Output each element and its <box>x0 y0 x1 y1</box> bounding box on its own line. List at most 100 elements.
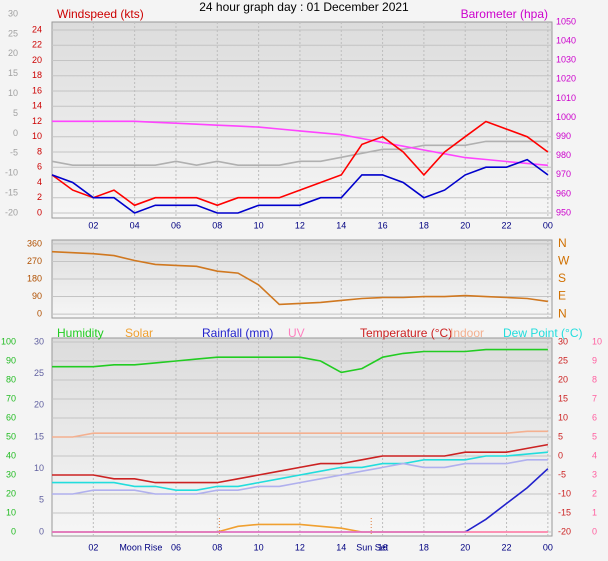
y3-tick-label: -15 <box>5 187 18 197</box>
annotation: Sun Set <box>356 542 389 552</box>
legend-entry: Temperature (°C) <box>360 326 452 340</box>
series-line <box>52 451 548 492</box>
y-tick-label: 60 <box>6 412 16 422</box>
y2-tick-label: 0 <box>558 450 563 460</box>
y4-tick-label: 5 <box>592 431 597 441</box>
y-tick-label: 18 <box>32 70 42 80</box>
y-tick-label: 24 <box>32 24 42 34</box>
y-tick-label: 4 <box>37 177 42 187</box>
x-tick-label: 06 <box>171 542 181 552</box>
y4-tick-label: 9 <box>592 355 597 365</box>
y3-tick-label: -20 <box>5 207 18 217</box>
y2-tick-label: 1050 <box>556 16 576 26</box>
series-line <box>52 348 548 374</box>
x-tick-label: 12 <box>295 220 305 230</box>
series-line <box>52 443 549 484</box>
y-tick-label: 20 <box>6 488 16 498</box>
x-tick-label: 22 <box>502 220 512 230</box>
y-tick-label: 50 <box>6 431 16 441</box>
y4-tick-label: 8 <box>592 374 597 384</box>
y2-tick-label: 990 <box>556 131 571 141</box>
y2-tick-label: -10 <box>558 488 571 498</box>
y4-tick-label: 6 <box>592 412 597 422</box>
y2-tick-label: 10 <box>558 412 568 422</box>
y-tick-label: 90 <box>6 355 16 365</box>
y-tick-label: 10 <box>32 131 42 141</box>
y4-tick-label: 10 <box>592 336 602 346</box>
y-tick-label: 40 <box>6 450 16 460</box>
y2-tick-label: 1010 <box>556 93 576 103</box>
y2-tick-label: W <box>558 254 570 268</box>
legend-entry: Humidity <box>57 326 104 340</box>
y-axis-label: Windspeed (kts) <box>57 7 144 21</box>
y3-tick-label: -10 <box>5 168 18 178</box>
y4-tick-label: 3 <box>592 469 597 479</box>
series-line <box>52 458 548 495</box>
x-tick-label: 14 <box>336 220 346 230</box>
x-tick-label: 00 <box>543 220 553 230</box>
legend-entry: Dew Point (°C) <box>503 326 582 340</box>
y-tick-label: 6 <box>37 162 42 172</box>
y3-tick-label: -5 <box>10 148 18 158</box>
y-tick-label: 180 <box>27 273 42 283</box>
y-tick-label: 16 <box>32 85 42 95</box>
y-tick-label: 70 <box>6 393 16 403</box>
y2-tick-label: 15 <box>558 393 568 403</box>
y3-tick-label: 15 <box>34 431 44 441</box>
legend-entry: UV <box>288 326 305 340</box>
x-tick-label: 22 <box>502 542 512 552</box>
x-tick-label: 20 <box>460 542 470 552</box>
y2-tick-label: 30 <box>558 336 568 346</box>
y3-tick-label: 0 <box>39 526 44 536</box>
y-tick-label: 90 <box>32 291 42 301</box>
y3-tick-label: 30 <box>8 8 18 18</box>
y4-tick-label: 1 <box>592 507 597 517</box>
y2-tick-label: 25 <box>558 355 568 365</box>
x-tick-label: 18 <box>419 220 429 230</box>
y2-tick-label: 5 <box>558 431 563 441</box>
y2-tick-label: E <box>558 289 566 303</box>
plot-area <box>51 21 553 219</box>
y3-tick-label: 20 <box>8 48 18 58</box>
series-line <box>51 158 549 214</box>
y3-tick-label: 25 <box>34 368 44 378</box>
x-tick-label: 12 <box>295 542 305 552</box>
x-tick-label: 00 <box>543 542 553 552</box>
y2-tick-label: 1030 <box>556 55 576 65</box>
y4-tick-label: 4 <box>592 450 597 460</box>
y2-tick-label: -15 <box>558 507 571 517</box>
y2-tick-label: 20 <box>558 374 568 384</box>
series-line <box>51 250 549 306</box>
x-tick-label: 08 <box>212 542 222 552</box>
y-tick-label: 14 <box>32 101 42 111</box>
y2-tick-label: S <box>558 271 566 285</box>
series-line <box>51 140 548 167</box>
y3-tick-label: 10 <box>34 463 44 473</box>
x-tick-label: 14 <box>336 542 346 552</box>
y-tick-label: 0 <box>37 308 42 318</box>
y2-tick-label: 950 <box>556 207 571 217</box>
y-tick-label: 30 <box>6 469 16 479</box>
y2-tick-label: 1040 <box>556 35 576 45</box>
y2-tick-label: -20 <box>558 526 571 536</box>
chart-title: 24 hour graph day : 01 December 2021 <box>199 0 409 14</box>
y2-tick-label: 980 <box>556 150 571 160</box>
y3-tick-label: 5 <box>13 108 18 118</box>
y3-tick-label: 5 <box>39 495 44 505</box>
annotation: Moon Rise <box>119 542 162 552</box>
x-tick-label: 10 <box>254 542 264 552</box>
y-tick-label: 8 <box>37 146 42 156</box>
y-tick-label: 2 <box>37 192 42 202</box>
series-line <box>51 120 549 207</box>
y-tick-label: 12 <box>32 116 42 126</box>
x-tick-label: 02 <box>88 542 98 552</box>
y-tick-label: 20 <box>32 55 42 65</box>
y2-tick-label: N <box>558 306 567 320</box>
y-tick-label: 80 <box>6 374 16 384</box>
y-tick-label: 360 <box>27 238 42 248</box>
y2-tick-label: 1000 <box>556 112 576 122</box>
y2-tick-label: N <box>558 236 567 250</box>
y2-tick-label: 970 <box>556 169 571 179</box>
y3-tick-label: 30 <box>34 336 44 346</box>
